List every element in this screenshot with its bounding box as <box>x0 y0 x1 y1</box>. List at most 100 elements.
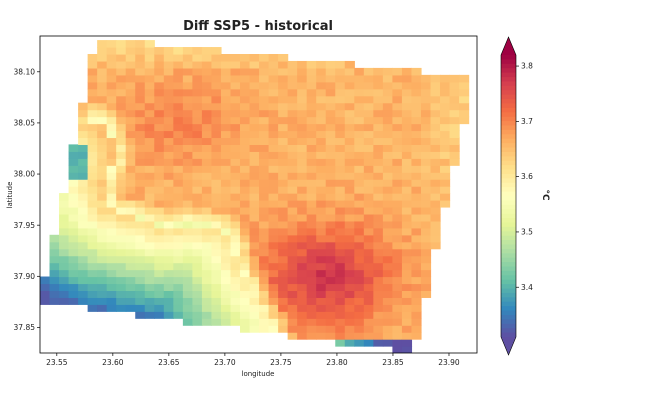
heatmap-cell <box>201 54 213 62</box>
heatmap-cell <box>278 220 289 229</box>
heatmap-cell <box>240 165 251 173</box>
heatmap-cell <box>249 262 260 271</box>
heatmap-cell <box>173 297 184 305</box>
heatmap-cell <box>259 67 270 76</box>
heatmap-cell <box>87 234 98 243</box>
heatmap-cell <box>297 158 308 166</box>
heatmap-cell <box>78 290 89 298</box>
heatmap-cell <box>344 186 355 194</box>
heatmap-cell <box>401 116 413 125</box>
heatmap-cell <box>297 332 308 340</box>
heatmap-cell <box>401 179 413 187</box>
heatmap-cell <box>268 54 279 62</box>
heatmap-cell <box>125 123 136 132</box>
colorbar-segment <box>501 270 516 276</box>
heatmap-cell <box>335 81 346 90</box>
heatmap-cell <box>335 193 346 201</box>
heatmap-cell <box>144 74 155 83</box>
heatmap-cell <box>97 297 108 305</box>
heatmap-cell <box>220 67 232 76</box>
heatmap-cell <box>211 213 222 222</box>
heatmap-cell <box>173 47 184 55</box>
heatmap-cell <box>78 283 89 292</box>
heatmap-cell <box>373 130 384 139</box>
heatmap-cell <box>240 234 251 243</box>
heatmap-cell <box>249 172 260 180</box>
heatmap-cell <box>325 81 336 90</box>
heatmap-cell <box>230 213 241 222</box>
heatmap-cell <box>401 137 413 145</box>
heatmap-cell <box>392 297 403 305</box>
heatmap-cell <box>430 109 441 118</box>
heatmap-cell <box>201 276 213 285</box>
heatmap-cell <box>201 248 213 257</box>
heatmap-cell <box>325 102 336 111</box>
heatmap-cell <box>373 283 384 292</box>
heatmap-cell <box>373 304 384 312</box>
heatmap-cell <box>411 158 422 166</box>
heatmap-cell <box>344 116 355 125</box>
heatmap-cell <box>87 81 98 90</box>
heatmap-cell <box>240 290 251 298</box>
heatmap-cell <box>59 255 70 264</box>
heatmap-cell <box>268 318 279 326</box>
heatmap-cell <box>135 102 146 111</box>
heatmap-cell <box>401 102 413 111</box>
heatmap-cell <box>182 262 193 271</box>
heatmap-cell <box>125 109 136 118</box>
heatmap-cell <box>230 74 241 83</box>
heatmap-cell <box>401 290 413 298</box>
heatmap-cell <box>344 200 355 208</box>
heatmap-cell <box>420 186 432 194</box>
heatmap-cell <box>211 130 222 139</box>
heatmap-cell <box>392 144 403 152</box>
heatmap-cell <box>173 255 184 264</box>
heatmap-cell <box>230 165 241 173</box>
heatmap-cell <box>316 206 327 215</box>
heatmap-cell <box>335 213 346 222</box>
heatmap-cell <box>220 74 232 83</box>
heatmap-cell <box>382 241 393 250</box>
heatmap-cell <box>173 158 184 166</box>
heatmap-cell <box>306 158 317 166</box>
heatmap-cell <box>401 339 413 347</box>
heatmap-cell <box>344 325 355 333</box>
heatmap-cell <box>192 206 203 215</box>
heatmap-cell <box>268 165 279 173</box>
heatmap-cell <box>420 151 432 159</box>
heatmap-cell <box>411 276 422 285</box>
heatmap-cell <box>106 144 117 152</box>
heatmap-cell <box>259 255 270 264</box>
heatmap-cell <box>220 206 232 215</box>
colorbar-segment <box>501 279 516 285</box>
y-axis-label: latitude <box>6 182 14 209</box>
heatmap-cell <box>201 60 213 69</box>
heatmap-cell <box>192 165 203 173</box>
heatmap-cell <box>363 74 374 83</box>
heatmap-cell <box>325 165 336 173</box>
heatmap-cell <box>316 95 327 104</box>
heatmap-cell <box>344 255 355 264</box>
heatmap-cell <box>316 81 327 90</box>
heatmap-cell <box>97 54 108 62</box>
heatmap-cell <box>106 206 117 215</box>
heatmap-cell <box>163 116 174 125</box>
heatmap-cell <box>97 304 108 312</box>
heatmap-cell <box>344 269 355 278</box>
heatmap-cell <box>297 151 308 159</box>
heatmap-cell <box>373 95 384 104</box>
heatmap-cell <box>154 130 165 139</box>
heatmap-cell <box>430 213 441 222</box>
heatmap-cell <box>430 102 441 111</box>
heatmap-cell <box>192 193 203 201</box>
heatmap-cell <box>249 311 260 319</box>
heatmap-cell <box>240 95 251 104</box>
heatmap-cell <box>173 60 184 69</box>
colorbar-segment <box>501 187 516 193</box>
heatmap-cell <box>411 95 422 104</box>
heatmap-cell <box>344 276 355 285</box>
heatmap-cell <box>278 206 289 215</box>
heatmap-cell <box>240 158 251 166</box>
heatmap-cell <box>87 241 98 250</box>
heatmap-cell <box>116 60 127 69</box>
